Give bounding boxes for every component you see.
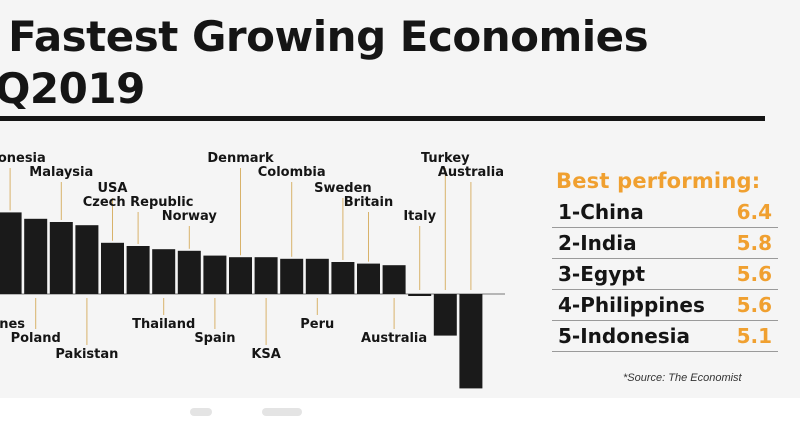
category-label: Thailand — [132, 317, 195, 332]
category-label: Denmark — [207, 151, 274, 166]
category-label: Czech Republic — [83, 195, 194, 210]
country-name: 4-Philippines — [558, 293, 705, 317]
gdp-growth-bar-chart: Philippines Indonesia Poland Malaysia Pakist… — [0, 151, 505, 389]
category-label: KSA — [251, 347, 281, 362]
category-label: Poland — [11, 331, 61, 346]
source-note: *Source: The Economist — [623, 372, 742, 384]
growth-value: 5.6 — [736, 262, 772, 286]
bar — [459, 294, 483, 389]
best-performing-row: 4-Philippines 5.6 — [552, 290, 778, 321]
title-line-1: e Fastest Growing Economies — [0, 12, 649, 61]
best-performing-row: 5-Indonesia 5.1 — [552, 321, 778, 352]
growth-value: 5.1 — [736, 324, 772, 348]
bar — [433, 294, 457, 336]
category-label: Philippines — [0, 317, 25, 332]
bar — [0, 212, 22, 294]
bar — [280, 258, 304, 294]
country-name: 5-Indonesia — [558, 324, 691, 348]
category-label: Peru — [300, 317, 334, 332]
category-label: Sweden — [314, 181, 372, 196]
best-performing-list: 1-China 6.4 2-India 5.8 3-Egypt 5.6 4-Ph… — [552, 197, 778, 352]
bar — [357, 263, 380, 294]
decorative-smudge — [262, 408, 302, 416]
infographic-card: e Fastest Growing Economies 1Q2019 Phili… — [0, 12, 778, 389]
category-label: Italy — [403, 209, 436, 224]
growth-value: 5.8 — [736, 231, 772, 255]
bar — [75, 225, 99, 294]
country-name: 1-China — [558, 200, 644, 224]
category-label: Australia — [361, 331, 427, 346]
category-label: USA — [98, 181, 128, 196]
bar — [305, 258, 329, 294]
bar — [126, 246, 150, 294]
category-label: Indonesia — [0, 151, 46, 166]
bar — [408, 294, 432, 296]
best-performing-row: 3-Egypt 5.6 — [552, 259, 778, 290]
bar — [229, 257, 252, 294]
bar — [382, 265, 406, 294]
bar — [177, 250, 201, 294]
category-label: Britain — [344, 195, 393, 210]
bar — [203, 255, 227, 294]
growth-value: 5.6 — [736, 293, 772, 317]
best-performing-row: 2-India 5.8 — [552, 228, 778, 259]
category-label: Malaysia — [29, 165, 93, 180]
country-name: 2-India — [558, 231, 637, 255]
country-name: 3-Egypt — [558, 262, 646, 286]
bar — [331, 262, 355, 294]
bar — [24, 218, 48, 294]
bar — [152, 249, 176, 294]
bar — [49, 222, 73, 294]
category-label: Australia — [438, 165, 504, 180]
bar — [254, 257, 278, 294]
bar — [101, 242, 124, 294]
category-label: Norway — [162, 209, 218, 224]
growth-value: 6.4 — [736, 200, 772, 224]
title-line-2: 1Q2019 — [0, 64, 145, 113]
category-label: Pakistan — [55, 347, 118, 362]
decorative-smudge — [190, 408, 212, 416]
category-label: Spain — [194, 331, 235, 346]
category-label: Colombia — [258, 165, 326, 180]
best-performing-row: 1-China 6.4 — [552, 197, 778, 228]
category-label: Turkey — [421, 151, 470, 166]
title-rule — [0, 116, 765, 121]
best-performing-title: Best performing: — [556, 169, 761, 193]
